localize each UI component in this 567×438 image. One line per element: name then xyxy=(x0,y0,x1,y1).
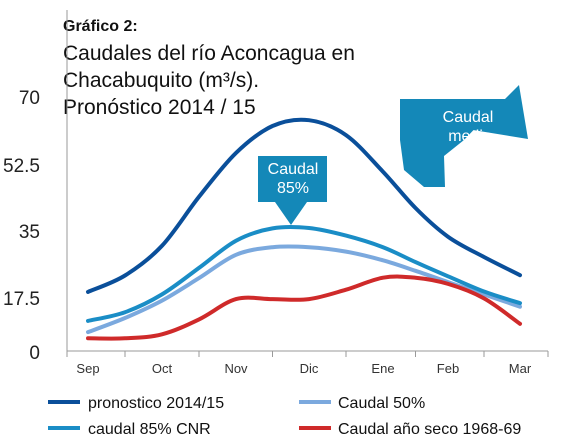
x-tick-label: Sep xyxy=(76,361,99,376)
legend-label: Caudal 50% xyxy=(338,395,425,412)
callout-caudal-85: Caudal 85% xyxy=(258,156,327,225)
series-line-caudal-85-cnr xyxy=(86,224,522,323)
y-tick-label: 35 xyxy=(19,222,40,243)
legend-label: pronostico 2014/15 xyxy=(88,395,224,412)
chart-title-prefix: Gráfico 2: xyxy=(63,18,138,35)
callout-85-line-2: 85% xyxy=(277,180,309,197)
chart-legend: pronostico 2014/15 Caudal 50% caudal 85%… xyxy=(48,395,521,438)
callout-85-line-1: Caudal xyxy=(268,161,319,178)
y-tick-label: 70 xyxy=(19,88,40,109)
legend-label: Caudal año seco 1968-69 xyxy=(338,421,521,438)
x-tick-label: Dic xyxy=(300,361,319,376)
callout-arrow-medio xyxy=(400,85,528,187)
chart-title-line-3: Pronóstico 2014 / 15 xyxy=(63,96,256,119)
y-tick-label: 52.5 xyxy=(3,156,40,177)
x-tick-label: Oct xyxy=(152,361,173,376)
y-tick-label: 17.5 xyxy=(3,289,40,310)
callout-arrow-85 xyxy=(258,156,327,225)
y-tick-label: 0 xyxy=(29,343,40,364)
x-tick-label: Ene xyxy=(371,361,394,376)
callout-medio-line-1: Caudal xyxy=(443,109,494,126)
series-layer xyxy=(86,117,522,341)
series-line-caudal-50 xyxy=(86,244,522,335)
chart-title-line-1: Caudales del río Aconcagua en xyxy=(63,42,355,65)
callout-medio-line-2: medio xyxy=(448,128,492,145)
legend-label: caudal 85% CNR xyxy=(88,421,211,438)
x-tick-label: Feb xyxy=(437,361,459,376)
x-tick-label: Mar xyxy=(509,361,532,376)
x-tick-label: Nov xyxy=(224,361,248,376)
series-line-pronostico-2014-15 xyxy=(86,117,522,294)
chart-title-line-2: Chacabuquito (m³/s). xyxy=(63,69,259,92)
series-line-caudal-a-o-seco-1968-69 xyxy=(86,274,522,341)
callout-caudal-medio: Caudal medio xyxy=(400,85,528,187)
x-tick-marks xyxy=(66,351,549,357)
